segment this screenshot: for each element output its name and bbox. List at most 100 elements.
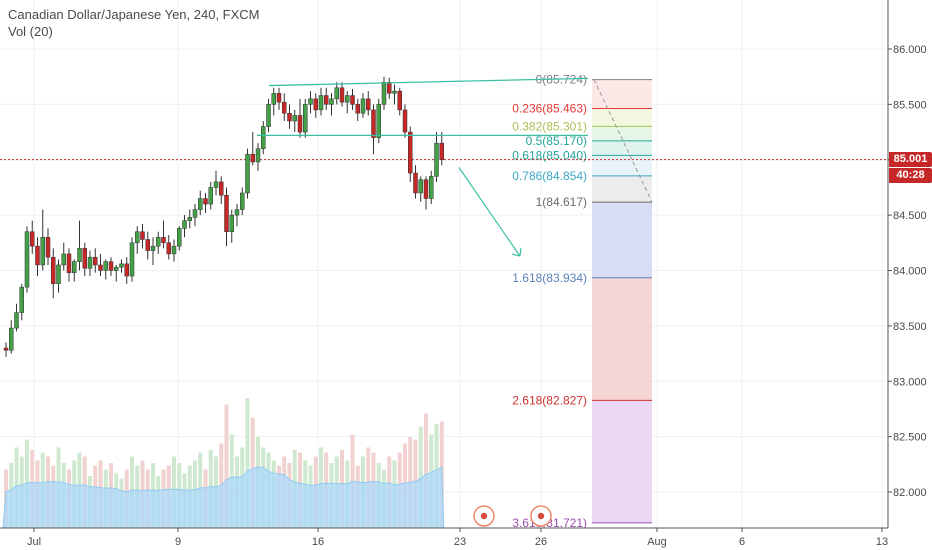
candle-body	[292, 115, 297, 122]
candle-body	[418, 179, 423, 194]
candle-body	[360, 98, 366, 114]
candle-body	[87, 256, 93, 269]
candle-body	[208, 187, 213, 205]
candle-body	[402, 109, 408, 133]
volume-bar	[224, 404, 229, 528]
candle-body	[114, 266, 119, 271]
candle-body	[240, 192, 245, 210]
candle-body	[14, 312, 19, 329]
candle-body	[387, 81, 392, 94]
time-tick-label: 26	[535, 536, 547, 548]
candle-body	[287, 112, 292, 122]
symbol-title[interactable]: Canadian Dollar/Japanese Yen, 240, FXCM	[8, 7, 260, 22]
trend-drawings[interactable]	[257, 77, 589, 257]
candle-body	[271, 93, 276, 105]
candle-body	[434, 142, 439, 177]
price-tick-label: 86.000	[893, 44, 927, 56]
candle-body	[77, 248, 82, 262]
candle-body	[255, 148, 261, 163]
candle-body	[51, 256, 56, 285]
candle-body	[318, 95, 324, 111]
economic-events[interactable]	[473, 505, 552, 527]
candle-body	[156, 237, 161, 247]
chart-grid	[0, 0, 888, 528]
time-axis-background	[0, 528, 932, 550]
candle-body	[24, 231, 30, 288]
event-marker-dot	[480, 512, 488, 520]
candle-body	[334, 87, 339, 100]
time-tick-label: Jul	[27, 536, 41, 548]
candle-body	[61, 253, 66, 266]
price-tick-label: 83.000	[893, 376, 927, 388]
candle-body	[203, 198, 208, 205]
fib-retracement[interactable]: 0(85.724)0.236(85.463)0.382(85.301)0.5(8…	[512, 73, 653, 530]
candle-body	[376, 104, 381, 138]
candle-body	[397, 90, 402, 111]
price-axis[interactable]: 86.00085.50085.00084.50084.00083.50083.0…	[887, 0, 932, 550]
time-tick-label: 16	[312, 536, 324, 548]
price-tick-label: 83.500	[893, 321, 927, 333]
event-marker-dot	[537, 512, 545, 520]
volume-indicator-title[interactable]: Vol (20)	[8, 24, 53, 39]
price-tick-label: 84.500	[893, 210, 927, 222]
candle-body	[93, 256, 98, 266]
candle-body	[140, 231, 145, 240]
candle-body	[329, 98, 334, 105]
candle-body	[224, 194, 229, 232]
arrow-head-icon	[511, 248, 522, 257]
candle-body	[250, 153, 255, 163]
candle-body	[119, 263, 124, 268]
fib-level-label: 0.236(85.463)	[512, 101, 587, 115]
candlestick-series	[3, 76, 444, 357]
candle-body	[261, 126, 266, 149]
price-tick-label: 84.000	[893, 266, 927, 278]
price-tick-label: 82.000	[893, 487, 927, 499]
candle-body	[192, 209, 198, 218]
fib-level-label: 0.5(85.170)	[526, 134, 587, 148]
candle-body	[82, 248, 87, 269]
candle-body	[392, 90, 397, 94]
time-axis[interactable]: Jul 9 16 23 26 Aug 6 13	[0, 527, 932, 550]
price-tick-label: 82.500	[893, 432, 927, 444]
candle-body	[166, 242, 171, 255]
event-marker-icon[interactable]	[473, 505, 495, 527]
candle-body	[303, 104, 308, 133]
candle-body	[282, 101, 287, 114]
price-axis-background	[888, 0, 932, 550]
candle-body	[187, 217, 192, 221]
candle-body	[413, 172, 418, 194]
candle-body	[245, 153, 250, 194]
fib-zone	[592, 202, 652, 278]
fib-zone	[592, 400, 652, 523]
candle-body	[276, 93, 282, 103]
candle-body	[345, 95, 350, 103]
resistance-trendline[interactable]	[268, 77, 589, 87]
fib-zone	[592, 155, 652, 176]
candle-body	[429, 176, 434, 199]
candle-body	[350, 95, 355, 105]
candle-body	[56, 264, 61, 285]
candle-body	[381, 81, 387, 105]
candle-body	[234, 209, 240, 216]
candle-body	[124, 263, 129, 277]
candle-body	[129, 242, 135, 277]
chart-legend: Canadian Dollar/Japanese Yen, 240, FXCM …	[8, 6, 260, 40]
fib-level-label: 1(84.617)	[536, 195, 587, 209]
candle-body	[213, 181, 219, 188]
candle-body	[35, 245, 40, 266]
candle-body	[171, 245, 177, 255]
candle-body	[161, 237, 166, 244]
fib-level-label: 1.618(83.934)	[512, 271, 587, 285]
time-tick-label: 23	[454, 536, 466, 548]
fib-zone	[592, 175, 652, 203]
fib-level-label: 0.786(84.854)	[512, 169, 587, 183]
projection-arrow[interactable]	[458, 167, 521, 257]
volume-bar	[245, 398, 250, 528]
fib-level-label: 2.618(82.827)	[512, 393, 587, 407]
candle-body	[439, 142, 444, 160]
time-tick-label: 6	[739, 536, 745, 548]
candle-body	[266, 104, 271, 127]
event-marker-icon[interactable]	[530, 505, 552, 527]
candle-body	[150, 245, 156, 251]
